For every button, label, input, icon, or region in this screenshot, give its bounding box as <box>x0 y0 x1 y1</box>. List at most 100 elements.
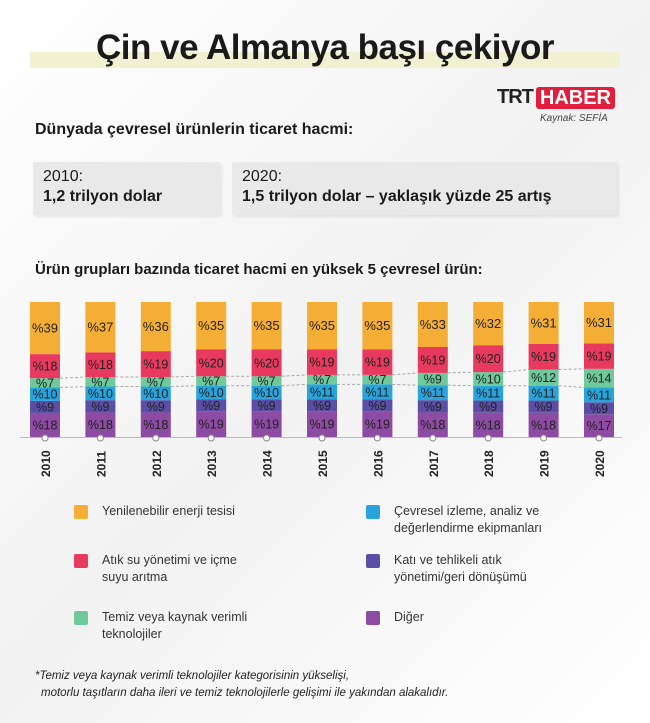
data-label: %18 <box>476 418 501 432</box>
legend-label: Diğer <box>394 610 424 624</box>
data-label: %9 <box>147 400 165 414</box>
trend-dashed-line <box>447 384 474 387</box>
x-tick-label: 2011 <box>94 451 108 477</box>
data-label: %9 <box>424 373 442 387</box>
bar-segment <box>196 385 227 400</box>
x-tick-label: 2012 <box>150 450 164 477</box>
data-label: %35 <box>309 318 335 333</box>
legend-label: Yenilenebilir enerji tesisi <box>102 504 235 518</box>
axis-tick-dot <box>96 434 104 442</box>
bar-segment <box>417 302 448 347</box>
data-label: %11 <box>476 387 500 401</box>
bar-segment <box>362 374 393 385</box>
bar-segment <box>362 411 393 437</box>
x-tick-label: 2017 <box>427 450 441 477</box>
data-label: %19 <box>365 418 390 432</box>
data-label: %7 <box>368 373 386 387</box>
bar-segment <box>85 302 116 353</box>
bar-segment <box>417 372 448 386</box>
bar-segment <box>362 399 393 412</box>
data-label: %10 <box>143 387 168 401</box>
bar-segment <box>307 349 337 375</box>
data-label: %9 <box>535 400 553 414</box>
axis-tick-dot <box>152 434 160 442</box>
data-label: %18 <box>143 418 168 432</box>
data-label: %19 <box>420 353 445 367</box>
bar-segment <box>307 384 337 400</box>
bar-segment <box>362 302 393 350</box>
bar-segment <box>307 302 337 350</box>
stacked-bar-chart: %18%9%10%7%18%392010%18%9%10%7%18%372011… <box>20 302 622 477</box>
bar-segment <box>251 349 282 377</box>
bar-segment <box>307 399 337 412</box>
axis-tick-dot <box>263 434 271 442</box>
bar-segment <box>417 347 448 373</box>
bar-segment <box>417 400 448 413</box>
box-2020: 2020: 1,5 trilyon dolar – yaklaşık yüzde… <box>232 162 617 215</box>
bar-segment <box>30 378 60 388</box>
axis-tick-dot <box>41 434 49 442</box>
bar-segment <box>251 385 282 400</box>
bar-segment <box>584 368 614 388</box>
trend-dashed-line <box>170 385 197 388</box>
data-label: %19 <box>143 358 168 372</box>
bar-segment <box>85 386 116 401</box>
data-label: %36 <box>143 319 169 334</box>
data-label: %35 <box>364 318 390 333</box>
axis-tick-dot <box>595 434 603 442</box>
data-label: %10 <box>88 387 113 401</box>
axis-tick-dot <box>484 434 492 442</box>
trend-dashed-line <box>558 368 585 370</box>
data-label: %7 <box>36 376 54 390</box>
bar-segment <box>417 412 448 437</box>
data-label: %35 <box>254 318 280 333</box>
bar-segment <box>473 302 504 346</box>
data-label: %19 <box>365 356 390 370</box>
footnote: *Temiz veya kaynak verimli teknolojiler … <box>35 668 448 702</box>
bar-segment <box>251 399 282 412</box>
data-label: %9 <box>590 402 608 416</box>
bar-segment <box>196 302 227 350</box>
footnote-line: *Temiz veya kaynak verimli teknolojiler … <box>35 670 350 682</box>
data-label: %18 <box>32 360 57 374</box>
axis-tick-dot <box>207 434 215 442</box>
legend-swatch <box>366 505 380 519</box>
data-label: %33 <box>420 317 446 332</box>
bar-segment <box>528 400 559 413</box>
legend-item: Yenilenebilir enerji tesisi <box>74 503 235 520</box>
bar-segment <box>584 387 614 403</box>
legend-label: Temiz veya kaynak verimli teknolojiler <box>102 610 248 641</box>
logo-haber: HABER <box>535 86 616 109</box>
footnote-line: motorlu taşıtların daha ileri ve temiz t… <box>41 687 449 699</box>
trend-dashed-line <box>392 372 418 376</box>
bar-segment <box>473 400 504 413</box>
data-label: %9 <box>258 399 276 413</box>
bar-segment <box>251 376 282 386</box>
x-tick-label: 2019 <box>538 450 552 477</box>
box-value: 1,5 trilyon dolar – yaklaşık yüzde 25 ar… <box>242 188 552 205</box>
title-highlight <box>30 52 620 68</box>
bar-segment <box>196 399 227 412</box>
data-label: %32 <box>475 316 501 331</box>
data-label: %9 <box>36 400 54 414</box>
data-label: %10 <box>32 388 57 402</box>
trend-dashed-line <box>447 371 474 374</box>
data-label: %20 <box>254 356 279 370</box>
data-label: %19 <box>531 350 556 364</box>
bar-segment <box>584 302 614 344</box>
trend-dashed-line <box>281 383 308 387</box>
x-tick-label: 2015 <box>316 450 330 477</box>
data-label: %7 <box>258 374 276 388</box>
box-year: 2010: <box>43 168 84 185</box>
bar-segment <box>30 400 60 413</box>
data-label: %19 <box>309 356 334 370</box>
bar-segment <box>140 400 171 413</box>
bar-segment <box>528 412 559 437</box>
legend-swatch <box>74 611 88 625</box>
bar-segment <box>473 345 504 373</box>
bar-segment <box>140 412 171 437</box>
data-label: %7 <box>91 375 109 389</box>
legend-item: Atık su yönetimi ve içme suyu arıtma <box>74 552 254 586</box>
data-label: %17 <box>586 419 611 433</box>
